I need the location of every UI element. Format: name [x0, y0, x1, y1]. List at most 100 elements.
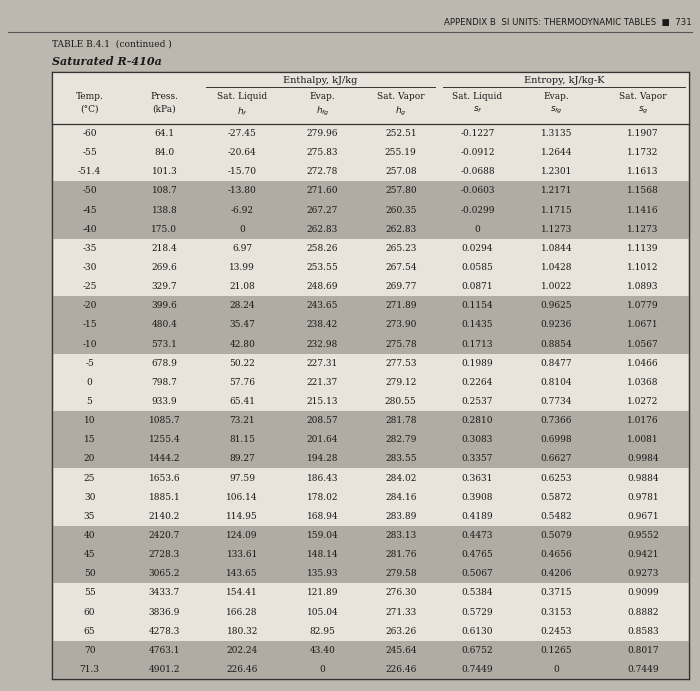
Text: 245.64: 245.64 — [385, 646, 416, 655]
Text: 202.24: 202.24 — [227, 646, 258, 655]
Text: 252.51: 252.51 — [385, 129, 416, 138]
Text: 0.6130: 0.6130 — [462, 627, 493, 636]
Text: 798.7: 798.7 — [151, 378, 177, 387]
Text: 42.80: 42.80 — [230, 339, 255, 348]
Text: 1085.7: 1085.7 — [148, 416, 181, 425]
Bar — [52, 200, 689, 220]
Text: 283.89: 283.89 — [385, 512, 416, 521]
Text: 267.27: 267.27 — [307, 206, 338, 215]
Text: 0.3153: 0.3153 — [541, 607, 573, 616]
Text: 194.28: 194.28 — [307, 455, 338, 464]
Text: 279.96: 279.96 — [307, 129, 338, 138]
Text: 0.2810: 0.2810 — [462, 416, 493, 425]
Text: 70: 70 — [84, 646, 95, 655]
Text: 678.9: 678.9 — [151, 359, 177, 368]
Bar — [52, 220, 689, 239]
Text: 279.58: 279.58 — [385, 569, 416, 578]
Text: 1.1715: 1.1715 — [540, 206, 573, 215]
Text: -50: -50 — [83, 187, 97, 196]
Text: 215.13: 215.13 — [307, 397, 338, 406]
Bar — [52, 564, 689, 583]
Text: 0.8017: 0.8017 — [627, 646, 659, 655]
Text: -10: -10 — [83, 339, 97, 348]
Text: 0.5482: 0.5482 — [540, 512, 573, 521]
Text: 0.8583: 0.8583 — [627, 627, 659, 636]
Text: 253.55: 253.55 — [307, 263, 338, 272]
Text: Saturated R-410a: Saturated R-410a — [52, 56, 162, 67]
Text: 0.9884: 0.9884 — [627, 473, 659, 482]
Text: 64.1: 64.1 — [155, 129, 174, 138]
Text: 25: 25 — [84, 473, 95, 482]
Text: 81.15: 81.15 — [229, 435, 255, 444]
Text: 1.0081: 1.0081 — [627, 435, 659, 444]
Text: 1.1568: 1.1568 — [627, 187, 659, 196]
Text: 275.83: 275.83 — [307, 148, 338, 158]
Text: 1.0368: 1.0368 — [627, 378, 659, 387]
Text: 35: 35 — [84, 512, 95, 521]
Text: -30: -30 — [83, 263, 97, 272]
Text: 1.0567: 1.0567 — [627, 339, 659, 348]
Text: 2140.2: 2140.2 — [148, 512, 180, 521]
Text: 258.26: 258.26 — [307, 244, 338, 253]
Text: -15.70: -15.70 — [228, 167, 257, 176]
Text: 65.41: 65.41 — [229, 397, 255, 406]
Text: 5: 5 — [87, 397, 92, 406]
Text: 0.9273: 0.9273 — [627, 569, 659, 578]
Text: 272.78: 272.78 — [307, 167, 338, 176]
Text: 276.30: 276.30 — [385, 588, 416, 598]
Text: 0: 0 — [239, 225, 245, 234]
Text: 121.89: 121.89 — [307, 588, 338, 598]
Text: 0.2537: 0.2537 — [462, 397, 493, 406]
Text: 226.46: 226.46 — [385, 665, 416, 674]
Text: 4763.1: 4763.1 — [148, 646, 180, 655]
Text: 1653.6: 1653.6 — [148, 473, 180, 482]
Text: 283.13: 283.13 — [385, 531, 416, 540]
Text: 1.3135: 1.3135 — [541, 129, 573, 138]
Text: 0.9671: 0.9671 — [627, 512, 659, 521]
Text: 101.3: 101.3 — [152, 167, 177, 176]
Text: 208.57: 208.57 — [307, 416, 338, 425]
Text: 2420.7: 2420.7 — [148, 531, 180, 540]
Text: 262.83: 262.83 — [385, 225, 416, 234]
Text: 260.35: 260.35 — [385, 206, 416, 215]
Text: 280.55: 280.55 — [385, 397, 416, 406]
Text: -0.1227: -0.1227 — [461, 129, 495, 138]
Text: 0.8477: 0.8477 — [540, 359, 573, 368]
Text: 1.1273: 1.1273 — [627, 225, 659, 234]
Bar — [52, 660, 689, 679]
Text: 0.7449: 0.7449 — [462, 665, 493, 674]
Text: 0.6752: 0.6752 — [462, 646, 493, 655]
Text: -0.0603: -0.0603 — [461, 187, 495, 196]
Text: Press.
(kPa): Press. (kPa) — [150, 92, 178, 113]
Text: 0.3908: 0.3908 — [462, 493, 493, 502]
Text: 257.08: 257.08 — [385, 167, 416, 176]
Text: 271.89: 271.89 — [385, 301, 416, 310]
Text: 0.4206: 0.4206 — [541, 569, 573, 578]
Text: 20: 20 — [84, 455, 95, 464]
Text: 0.6627: 0.6627 — [541, 455, 573, 464]
Text: Evap.
$s_{fg}$: Evap. $s_{fg}$ — [544, 92, 569, 116]
Bar — [52, 526, 689, 545]
Text: 255.19: 255.19 — [385, 148, 416, 158]
Text: 0.5067: 0.5067 — [461, 569, 493, 578]
Bar — [52, 545, 689, 564]
Text: 284.02: 284.02 — [385, 473, 416, 482]
Bar — [52, 72, 689, 124]
Text: 0.0585: 0.0585 — [461, 263, 493, 272]
Text: 232.98: 232.98 — [307, 339, 338, 348]
Text: 0.6253: 0.6253 — [541, 473, 573, 482]
Text: Entropy, kJ/kg-K: Entropy, kJ/kg-K — [524, 76, 604, 85]
Text: 284.16: 284.16 — [385, 493, 416, 502]
Text: 0.1154: 0.1154 — [461, 301, 493, 310]
Bar — [52, 641, 689, 660]
Text: 0.5384: 0.5384 — [462, 588, 493, 598]
Text: 282.79: 282.79 — [385, 435, 416, 444]
Text: -0.0299: -0.0299 — [461, 206, 495, 215]
Text: 1.2171: 1.2171 — [541, 187, 573, 196]
Text: 4278.3: 4278.3 — [148, 627, 180, 636]
Text: 0.9099: 0.9099 — [627, 588, 659, 598]
Text: -5: -5 — [85, 359, 94, 368]
Text: 97.59: 97.59 — [229, 473, 255, 482]
Text: 1.0272: 1.0272 — [627, 397, 659, 406]
Text: 15: 15 — [84, 435, 95, 444]
